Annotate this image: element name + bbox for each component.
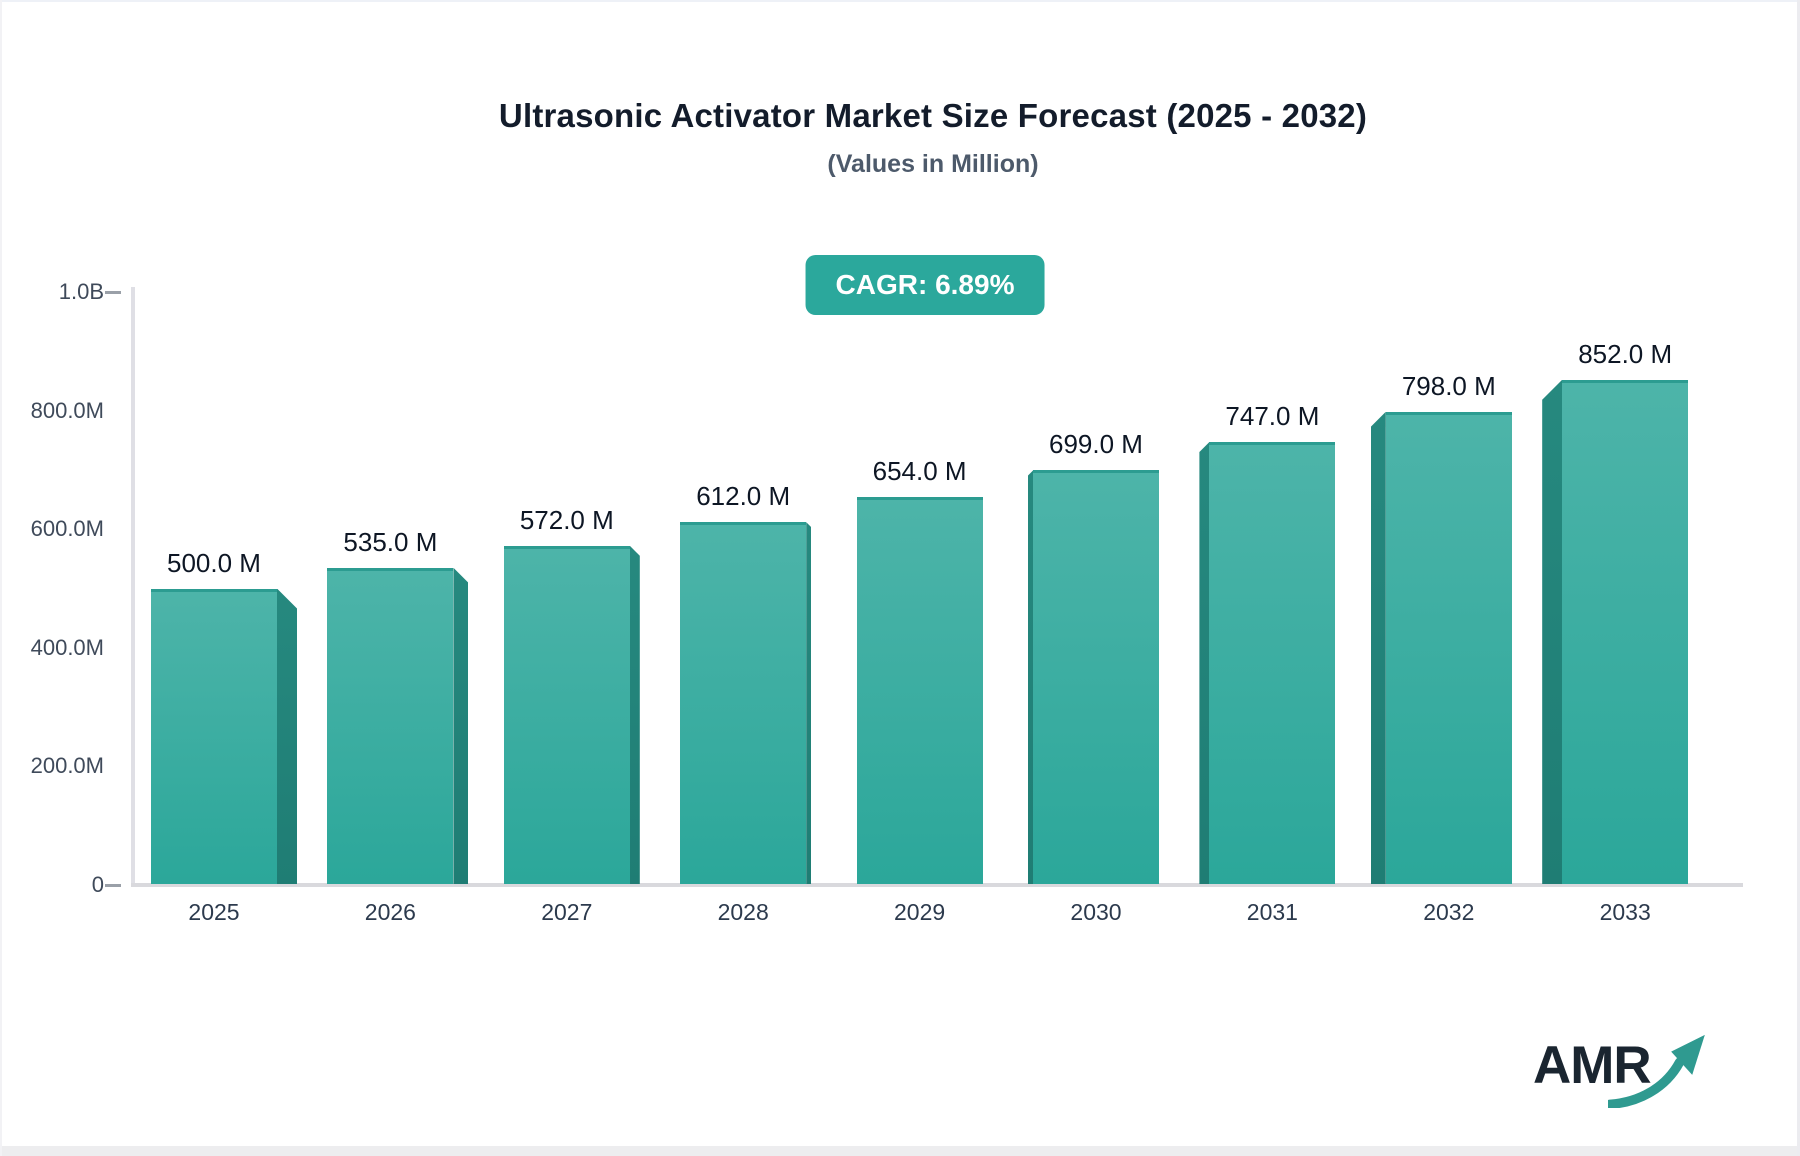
bar-value-label: 500.0 M [167,547,261,578]
bar-value-label: 699.0 M [1049,429,1143,460]
bar-side-2030 [1028,470,1033,884]
y-axis-label: 200.0M [30,753,104,779]
bar-2028 [680,522,807,884]
x-axis-label: 2026 [364,899,416,925]
y-axis-label: 1.0B [58,279,104,304]
bar-value-label: 535.0 M [343,526,438,557]
y-axis-line [131,287,135,887]
bar-side-2027 [629,545,640,884]
bar-2030 [1033,470,1159,884]
x-axis-label: 2027 [541,899,593,925]
bar-side-2032 [1370,411,1386,884]
bar-2026 [327,567,454,884]
y-axis-tick-mark [105,883,121,887]
bar-2033 [1562,379,1689,884]
x-axis-label: 2028 [717,899,769,925]
bar-side-2033 [1542,379,1563,884]
bar-side-2028 [806,522,812,884]
bar-value-label: 798.0 M [1401,370,1496,401]
y-axis-label: 400.0M [30,634,104,660]
x-axis-label: 2031 [1246,899,1298,925]
x-axis-label: 2030 [1070,899,1122,925]
y-axis-tick-mark [105,290,121,294]
bar-2031 [1209,442,1336,884]
x-axis-label: 2029 [894,899,946,925]
page-edge-left [0,0,2,1156]
page-edge-right [1797,0,1800,1156]
cagr-badge: CAGR: 6.89% [805,255,1045,315]
x-axis-label: 2025 [188,899,240,925]
chart-title: Ultrasonic Activator Market Size Forecas… [498,97,1368,134]
growth-arrow-icon [1608,1034,1705,1108]
bar-side-2026 [453,567,469,884]
amr-logo: AMR [1533,1034,1713,1116]
bar-2032 [1385,411,1512,884]
bar-value-label: 654.0 M [872,456,967,487]
x-axis-line [131,883,1743,887]
bar-2029 [856,497,983,884]
page-edge-bottom [0,1146,1800,1156]
bar-value-label: 612.0 M [696,481,791,512]
bar-side-2031 [1199,442,1210,884]
y-axis-label: 600.0M [30,516,104,542]
y-axis-label: 800.0M [30,397,104,423]
page-edge-top [0,0,1800,2]
bar-value-label: 572.0 M [519,504,614,535]
bar-value-label: 747.0 M [1225,401,1320,432]
bar-value-label: 852.0 M [1578,338,1673,369]
x-axis-label: 2033 [1599,899,1651,925]
bar-2027 [503,545,630,884]
chart-subtitle: (Values in Million) [827,150,1039,178]
bar-2025 [151,588,277,884]
bar-side-2025 [277,588,297,884]
amr-logo-text: AMR [1533,1036,1652,1095]
x-axis-label: 2032 [1423,899,1475,925]
y-axis-label: 0 [91,872,104,897]
